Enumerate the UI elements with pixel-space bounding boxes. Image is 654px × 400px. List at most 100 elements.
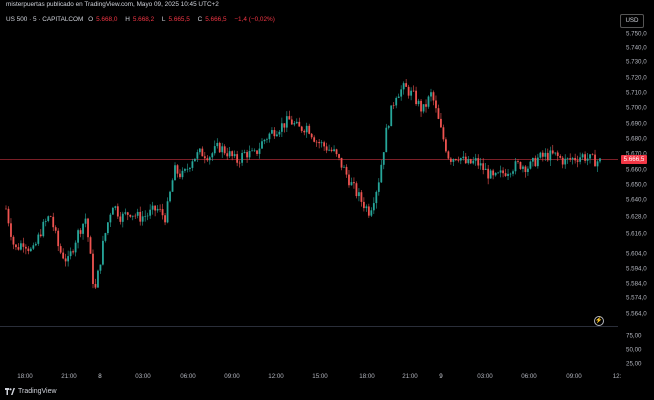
candle-body [109, 214, 112, 223]
candle-body [136, 211, 139, 216]
indicator-tick: 25,00 [626, 360, 642, 368]
candle-body [7, 208, 10, 224]
candle-body [467, 159, 470, 164]
candle-body [295, 121, 298, 124]
candle-body [218, 142, 221, 153]
candle-body [288, 116, 291, 120]
candle-body [64, 258, 67, 262]
candle-body [206, 158, 209, 161]
candle-body [84, 218, 87, 224]
candle-body [487, 168, 490, 179]
candle-body [519, 162, 522, 169]
candle-body [166, 201, 169, 223]
candle-body [57, 230, 60, 247]
candle-body [353, 182, 355, 184]
candle-body [323, 142, 326, 147]
candle-body [285, 116, 288, 128]
candle-body [400, 89, 403, 97]
symbol-legend[interactable]: US 500 · 5 · CAPITALCOM O 5.668,0 H 5.668,… [6, 16, 278, 23]
candle-body [20, 243, 22, 250]
candle-body [174, 165, 176, 181]
candle-body [417, 100, 420, 105]
price-tick: 5.730,0 [626, 58, 647, 66]
candle-body [111, 207, 114, 215]
candle-body [358, 192, 360, 197]
candle-body [176, 165, 179, 174]
candle-body [161, 209, 164, 216]
brand-name: TradingView [18, 388, 57, 395]
candle-body [196, 152, 199, 159]
candle-body [69, 251, 72, 257]
current-price-label: 5.666,5 [621, 155, 647, 164]
candle-body [561, 157, 564, 165]
candle-body [231, 151, 234, 157]
candle-body [52, 216, 55, 228]
price-tick: 5.594,0 [626, 265, 647, 273]
candle-body [502, 170, 504, 174]
pane-separator[interactable] [0, 326, 618, 327]
candlestick-chart[interactable] [0, 0, 618, 384]
candle-body [248, 150, 251, 158]
time-tick: 15:00 [312, 373, 328, 380]
candle-body [39, 234, 42, 237]
candle-body [203, 156, 206, 159]
candle-body [499, 170, 502, 173]
candle-body [325, 146, 328, 151]
symbol-name[interactable]: US 500 · 5 · CAPITALCOM [6, 16, 84, 23]
candle-body [541, 152, 544, 157]
candle-body [360, 192, 363, 202]
candle-body [469, 159, 472, 164]
price-axis[interactable]: 5.750,0 5.740,0 5.730,0 5.720,0 5.710,0 5.700… [618, 0, 654, 400]
candle-body [280, 123, 283, 132]
price-tick: 5.710,0 [626, 89, 647, 97]
cycle-icon[interactable]: ⚡ [594, 316, 604, 326]
time-tick: 03:00 [477, 373, 493, 380]
candle-body [181, 170, 184, 178]
time-tick: 03:00 [135, 373, 151, 380]
candle-body [149, 209, 152, 216]
candle-body [445, 139, 447, 152]
candle-body [514, 161, 517, 172]
currency-button[interactable]: USD [620, 14, 644, 28]
candle-body [193, 158, 196, 162]
candle-body [216, 142, 219, 147]
price-tick: 5.564,0 [626, 310, 647, 318]
time-axis[interactable]: 18:00 21:00 8 03:00 06:00 09:00 12:00 15:00 18:0… [0, 370, 621, 382]
time-tick: 06:00 [521, 373, 537, 380]
indicator-tick: 50,00 [626, 346, 642, 354]
candle-body [594, 154, 596, 167]
candle-body [335, 149, 338, 155]
candle-body [104, 233, 107, 241]
candle-body [591, 154, 594, 155]
candle-body [261, 141, 263, 149]
candle-body [164, 215, 166, 223]
candle-body [382, 152, 385, 165]
candle-body [566, 158, 569, 159]
price-tick: 5.720,0 [626, 74, 647, 82]
candle-body [154, 205, 157, 211]
candle-body [243, 152, 246, 153]
candle-body [201, 148, 204, 157]
time-tick: 09:00 [224, 373, 240, 380]
candle-body [131, 215, 134, 217]
candle-body [509, 173, 512, 175]
candle-body [32, 245, 35, 249]
candle-body [119, 216, 122, 222]
price-tick: 5.700,0 [626, 104, 647, 112]
candle-body [24, 246, 27, 249]
candle-body [94, 283, 97, 288]
candle-body [268, 133, 271, 140]
candle-body [410, 90, 413, 96]
candle-body [599, 158, 601, 162]
ohlc-open: O 5.668,0 [88, 16, 118, 23]
candle-body [318, 142, 321, 144]
candle-body [551, 150, 554, 154]
candle-body [77, 230, 79, 243]
tradingview-logo[interactable]: TradingView [5, 388, 57, 395]
candle-body [447, 151, 450, 159]
candle-body [67, 256, 70, 262]
candle-body [425, 104, 427, 107]
price-tick: 5.750,0 [626, 30, 647, 38]
candle-body [116, 206, 119, 217]
candle-body [415, 90, 417, 105]
